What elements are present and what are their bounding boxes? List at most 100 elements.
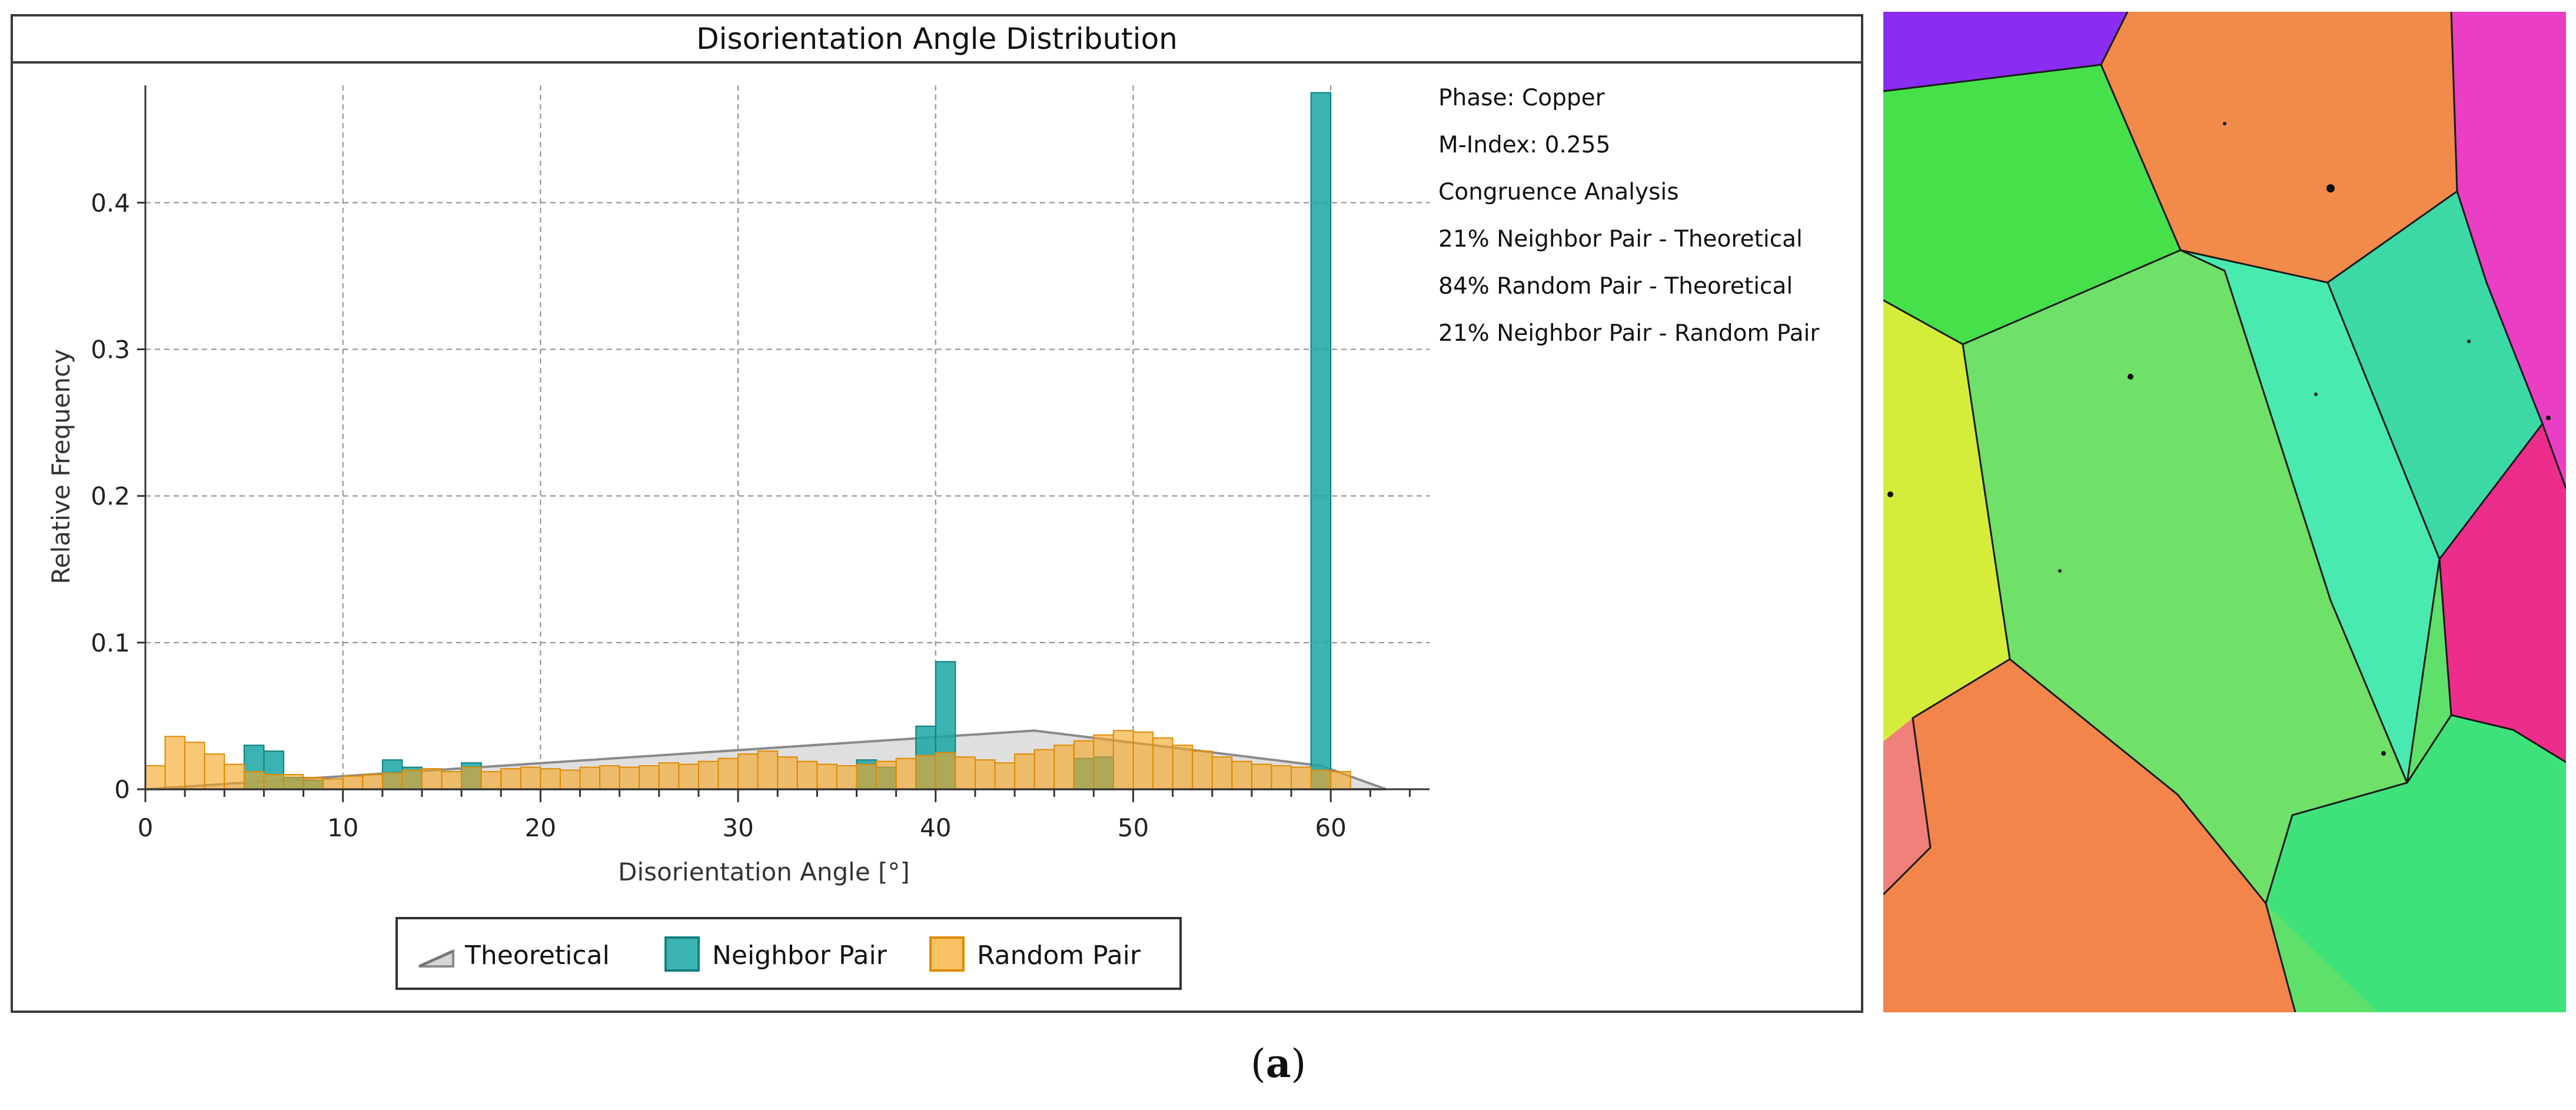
plot-area: 0 10 20 30 40 50 60 0 0.1 0.2 0.3 0.4 Disorientation… xyxy=(46,85,1430,886)
legend-item-neighbor-pair: Neighbor Pair xyxy=(663,935,887,973)
random-pair-bar xyxy=(145,765,166,790)
x-tick-label: 20 xyxy=(525,813,556,842)
random-pair-bar xyxy=(342,775,364,790)
random-bars-layer xyxy=(145,730,1351,790)
info-neighbor-random: 21% Neighbor Pair - Random Pair xyxy=(1438,320,1820,347)
caption-letter: a xyxy=(1265,1041,1291,1086)
chart-title: Disorientation Angle Distribution xyxy=(696,22,1178,56)
random-pair-bar xyxy=(1152,737,1174,790)
x-tick-label: 10 xyxy=(327,813,358,842)
legend-item-random-pair: Random Pair xyxy=(928,935,1141,973)
random-pair-bar xyxy=(1093,734,1114,790)
random-pair-bar xyxy=(757,750,779,790)
random-pair-bar xyxy=(974,759,996,790)
random-pair-bar xyxy=(1112,730,1134,790)
axis-layer xyxy=(137,85,1430,802)
random-pair-bar xyxy=(836,765,857,790)
random-pair-bar xyxy=(717,757,739,790)
random-pair-bar xyxy=(184,742,205,790)
info-neighbor-theoretical: 21% Neighbor Pair - Theoretical xyxy=(1438,226,1803,252)
x-tick-label: 30 xyxy=(722,813,753,842)
random-pair-bar xyxy=(816,763,837,790)
random-pair-bar xyxy=(520,766,541,790)
random-pair-bar xyxy=(303,777,324,790)
random-pair-bar xyxy=(935,752,956,790)
random-pair-bar xyxy=(777,756,798,790)
y-tick-label: 0.3 xyxy=(91,335,130,364)
random-pair-bar xyxy=(1073,740,1095,790)
caption-paren-close: ) xyxy=(1291,1041,1307,1086)
figure-caption: (a) xyxy=(1251,1041,1306,1086)
random-pair-bar xyxy=(500,768,521,790)
random-pair-bar xyxy=(164,736,186,790)
random-pair-bar xyxy=(1014,753,1035,790)
random-pair-bar xyxy=(461,766,482,790)
random-pair-bar xyxy=(1211,756,1233,790)
info-m-index: M-Index: 0.255 xyxy=(1438,132,1611,158)
random-pair-bar xyxy=(1231,760,1252,790)
random-pair-bar xyxy=(697,760,719,790)
random-pair-bar xyxy=(1172,745,1194,790)
random-pair-bar xyxy=(224,763,245,790)
y-axis-title: Relative Frequency xyxy=(46,349,75,584)
y-tick-label: 0.2 xyxy=(91,482,130,511)
random-pair-bar xyxy=(204,753,225,790)
chart-title-bar: Disorientation Angle Distribution xyxy=(13,16,1861,64)
legend-item-theoretical: Theoretical xyxy=(416,935,610,973)
random-pair-bar xyxy=(1251,763,1272,790)
legend-label-random-pair: Random Pair xyxy=(977,940,1141,971)
random-pair-bar xyxy=(263,774,284,790)
neighbor-bars-layer xyxy=(243,92,1332,790)
random-pair-bar xyxy=(1053,745,1075,790)
random-pair-bar xyxy=(362,774,383,790)
ebsd-orientation-map xyxy=(1883,12,2566,1012)
theoretical-swatch-icon xyxy=(418,949,454,968)
random-pair-bar xyxy=(1291,766,1312,790)
random-pair-bar xyxy=(915,755,936,790)
random-pair-bar xyxy=(243,771,265,790)
random-pair-bar xyxy=(323,778,344,790)
chart-panel: Disorientation Angle Distribution 0 10 20 3… xyxy=(11,14,1863,1013)
random-pair-bar xyxy=(421,768,443,790)
legend-label-theoretical: Theoretical xyxy=(465,940,610,971)
random-pair-bar xyxy=(282,774,304,790)
random-pair-bar xyxy=(994,762,1016,790)
random-pair-bar xyxy=(895,757,917,790)
neighbor-pair-bar xyxy=(1310,92,1332,790)
info-congruence-heading: Congruence Analysis xyxy=(1438,179,1679,205)
neighbor-pair-swatch-icon xyxy=(664,936,700,972)
random-pair-bar xyxy=(1310,769,1332,790)
caption-paren-open: ( xyxy=(1251,1041,1266,1086)
y-tick-label: 0.4 xyxy=(91,188,130,217)
x-tick-label: 50 xyxy=(1118,813,1149,842)
random-pair-bar xyxy=(796,760,818,790)
y-tick-label: 0.1 xyxy=(91,629,130,657)
random-pair-swatch-icon xyxy=(929,936,965,972)
random-pair-bar xyxy=(579,766,601,790)
random-pair-bar xyxy=(678,763,699,790)
info-random-theoretical: 84% Random Pair - Theoretical xyxy=(1438,273,1793,300)
info-phase: Phase: Copper xyxy=(1438,85,1605,111)
random-pair-bar xyxy=(540,768,561,790)
random-pair-bar xyxy=(955,756,976,790)
random-pair-bar xyxy=(658,762,680,790)
random-pair-bar xyxy=(1330,771,1351,790)
random-pair-bar xyxy=(599,765,620,790)
random-pair-bar xyxy=(441,771,463,790)
random-pair-bar xyxy=(480,771,502,790)
random-pair-bar xyxy=(856,763,877,790)
random-pair-bar xyxy=(737,753,759,790)
x-tick-label: 0 xyxy=(138,813,154,842)
random-pair-bar xyxy=(559,769,581,790)
random-pair-bar xyxy=(401,769,423,790)
random-pair-bar xyxy=(381,772,403,790)
random-pair-bar xyxy=(1271,765,1292,790)
grid-layer xyxy=(145,85,1430,789)
random-pair-bar xyxy=(1132,731,1154,790)
random-pair-bar xyxy=(619,766,640,790)
chart-legend: Theoretical Neighbor Pair Random Pair xyxy=(395,917,1182,990)
axis-label-layer: 0 10 20 30 40 50 60 0 0.1 0.2 0.3 0.4 Disorientation… xyxy=(46,188,1347,886)
x-tick-label: 60 xyxy=(1315,813,1346,842)
y-tick-label: 0 xyxy=(114,775,130,804)
random-pair-bar xyxy=(639,765,660,790)
